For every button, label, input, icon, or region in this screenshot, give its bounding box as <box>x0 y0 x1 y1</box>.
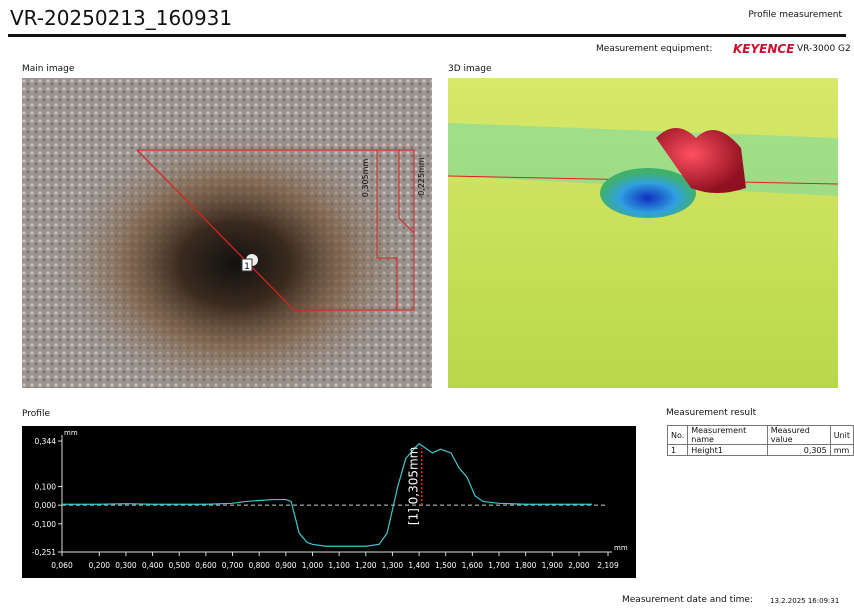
x-tick-label: 0,600 <box>195 561 217 570</box>
main-image-title: Main image <box>22 64 74 74</box>
y-tick-label: -0,100 <box>32 520 56 529</box>
x-tick-label: 0,060 <box>51 561 73 570</box>
x-tick-label: 1,000 <box>302 561 324 570</box>
x-tick-label: 0,900 <box>275 561 297 570</box>
equipment-model: VR-3000 G2 <box>797 44 851 54</box>
x-tick-label: 0,400 <box>142 561 164 570</box>
x-tick-label: 1,300 <box>382 561 404 570</box>
image-label: 1 <box>244 262 250 272</box>
main-image: 0,305mm -0,225mm 1 <box>22 78 432 388</box>
table-cell: No. <box>668 426 688 445</box>
x-tick-label: 1,900 <box>542 561 564 570</box>
table-cell: Measurement name <box>688 426 767 445</box>
table-cell: Measured value <box>767 426 830 445</box>
x-tick-label: 0,800 <box>248 561 270 570</box>
x-tick-label: 1,700 <box>488 561 510 570</box>
x-tick-label: 0,500 <box>169 561 191 570</box>
x-tick-label: 1,100 <box>328 561 350 570</box>
annotation-label: [1] 0,305mm <box>407 447 421 526</box>
image-label: -0,225mm <box>417 157 426 199</box>
y-tick-label: -0,251 <box>32 548 56 557</box>
header-rule <box>8 34 846 37</box>
x-tick-label: 1,500 <box>435 561 457 570</box>
y-tick-label: 0,344 <box>35 437 57 446</box>
result-title: Measurement result <box>666 408 756 418</box>
x-tick-label: 1,200 <box>355 561 377 570</box>
brand-logo: KEYENCE <box>733 42 794 56</box>
report: VR-20250213_160931 Profile measurement M… <box>0 0 854 610</box>
table-cell: 1 <box>668 445 688 456</box>
x-tick-label: 1,800 <box>515 561 537 570</box>
image-3d-title: 3D image <box>448 64 492 74</box>
x-tick-label: 2,000 <box>568 561 590 570</box>
x-tick-label: 2,109 <box>597 561 619 570</box>
x-tick-label: 0,300 <box>115 561 137 570</box>
x-tick-label: 0,200 <box>89 561 111 570</box>
profile-chart: mm mm 0,344 0,100 0,000 -0,100 -0,251 0,060 0,20… <box>22 426 636 578</box>
x-tick-label: 1,600 <box>462 561 484 570</box>
image-3d <box>448 78 838 388</box>
report-type: Profile measurement <box>748 10 842 20</box>
x-tick-label: 1,400 <box>408 561 430 570</box>
report-title: VR-20250213_160931 <box>10 6 232 30</box>
x-unit: mm <box>614 544 628 552</box>
table-cell: Height1 <box>688 445 767 456</box>
date-value: 13.2.2025 16:09:31 <box>770 597 839 605</box>
image-label: 0,305mm <box>361 159 370 198</box>
table-cell: Unit <box>830 426 853 445</box>
y-tick-label: 0,000 <box>35 501 57 510</box>
profile-title: Profile <box>22 409 50 419</box>
table-cell: mm <box>830 445 853 456</box>
table-cell: 0,305 <box>767 445 830 456</box>
equipment-label: Measurement equipment: <box>596 44 712 54</box>
date-label: Measurement date and time: <box>622 595 753 605</box>
x-tick-label: 0,700 <box>222 561 244 570</box>
y-tick-label: 0,100 <box>35 483 57 492</box>
y-unit: mm <box>64 429 78 437</box>
